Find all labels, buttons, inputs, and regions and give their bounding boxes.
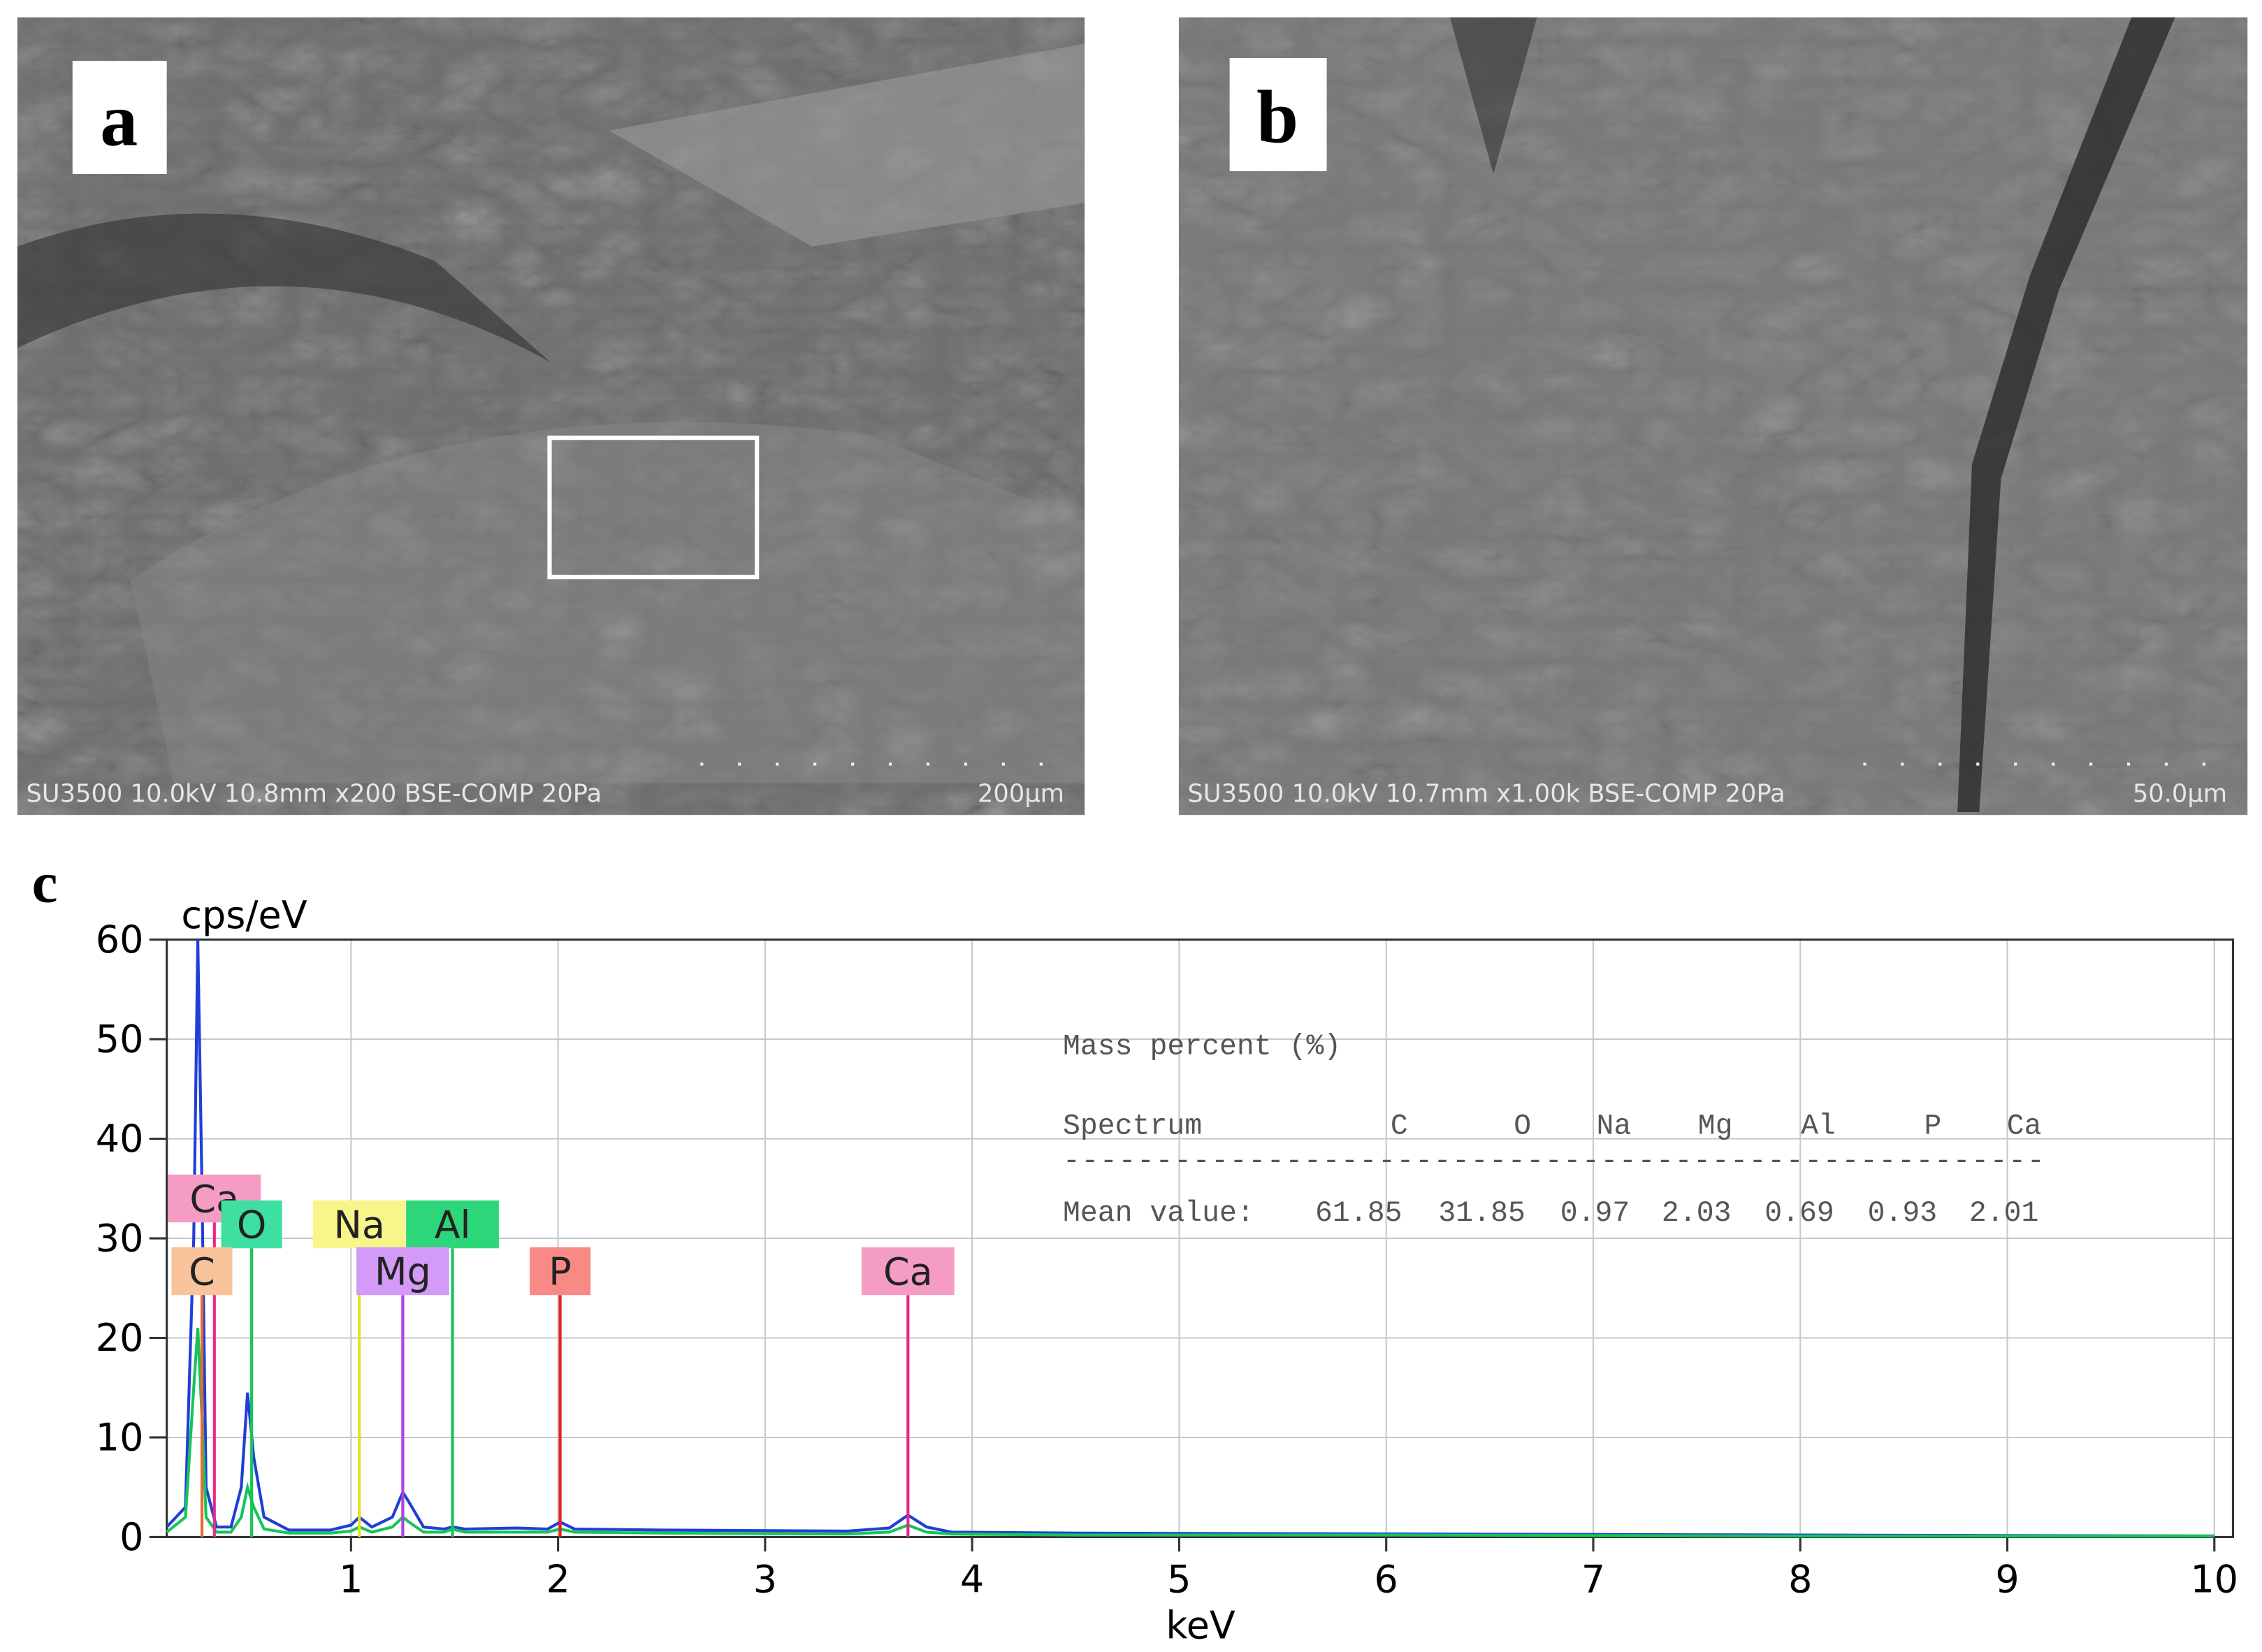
table-header: Al xyxy=(1801,1110,1836,1143)
element-box xyxy=(221,1200,282,1249)
x-tick-label: 10 xyxy=(2190,1557,2238,1601)
panel-label: a xyxy=(100,78,138,161)
element-box xyxy=(312,1200,406,1249)
image-caption: SU3500 10.0kV 10.8mm x200 BSE-COMP 20Pa xyxy=(26,779,602,808)
element-label: O xyxy=(237,1203,266,1247)
spectrum-line xyxy=(166,1328,2214,1538)
sem-image-b xyxy=(1178,17,2248,816)
x-tick-label: 7 xyxy=(1581,1557,1605,1601)
plot-frame xyxy=(166,939,2235,1539)
y-tick-label: 50 xyxy=(96,1017,144,1062)
element-box xyxy=(406,1200,499,1249)
element-label: P xyxy=(549,1250,572,1294)
y-tick-label: 30 xyxy=(96,1217,144,1261)
x-tick-label: 4 xyxy=(960,1557,984,1601)
table-cell: 0.69 xyxy=(1764,1197,1834,1230)
x-tick-label: 2 xyxy=(546,1557,570,1601)
y-tick-label: 10 xyxy=(96,1416,144,1460)
element-box xyxy=(171,1247,233,1296)
element-label: Mg xyxy=(375,1250,431,1294)
table-cell: 2.01 xyxy=(1969,1197,2039,1230)
x-tick-label: 8 xyxy=(1788,1557,1812,1601)
spectrum-line xyxy=(166,939,2214,1538)
panel-label: b xyxy=(1256,75,1298,159)
x-tick-label: 9 xyxy=(1995,1557,2019,1601)
x-tick-label: 5 xyxy=(1167,1557,1191,1601)
y-tick-label: 0 xyxy=(119,1515,143,1559)
table-header: Mg xyxy=(1698,1110,1733,1143)
table-cell: 0.97 xyxy=(1560,1197,1630,1230)
y-tick-label: 20 xyxy=(96,1316,144,1360)
panel-label: c xyxy=(32,850,58,915)
table-cell: Mean value: xyxy=(1063,1197,1254,1230)
y-axis-label: cps/eV xyxy=(181,893,307,937)
y-tick-label: 40 xyxy=(96,1117,144,1161)
element-box xyxy=(529,1247,591,1296)
element-label: Na xyxy=(333,1203,384,1247)
table-cell: 0.93 xyxy=(1868,1197,1938,1230)
x-axis-label: keV xyxy=(1166,1604,1235,1648)
y-tick-label: 60 xyxy=(96,918,144,962)
table-header: O xyxy=(1514,1110,1531,1143)
table-cell: 61.85 xyxy=(1315,1197,1402,1230)
element-label: Ca xyxy=(883,1250,933,1294)
element-box xyxy=(356,1247,449,1296)
scale-label: 50.0µm xyxy=(2133,779,2227,808)
table-header: P xyxy=(1924,1110,1941,1143)
table-header: C xyxy=(1391,1110,1408,1143)
table-box xyxy=(1032,964,2088,1284)
element-label: Al xyxy=(435,1203,471,1247)
image-caption: SU3500 10.0kV 10.7mm x1.00k BSE-COMP 20P… xyxy=(1187,779,1785,808)
table-title: Mass percent (%) xyxy=(1063,1030,1341,1063)
x-tick-label: 1 xyxy=(339,1557,363,1601)
table-cell: 2.03 xyxy=(1662,1197,1732,1230)
table-header: Spectrum xyxy=(1063,1110,1202,1143)
x-tick-label: 3 xyxy=(753,1557,777,1601)
table-header: Ca xyxy=(2007,1110,2042,1143)
table-separator: ----------------------------------------… xyxy=(1063,1145,2045,1178)
x-tick-label: 6 xyxy=(1375,1557,1398,1601)
scale-label: 200µm xyxy=(978,779,1064,808)
table-header: Na xyxy=(1597,1110,1632,1143)
element-box xyxy=(861,1247,955,1296)
sem-image-a xyxy=(17,17,1085,816)
table-cell: 31.85 xyxy=(1438,1197,1525,1230)
element-label: C xyxy=(189,1250,215,1294)
